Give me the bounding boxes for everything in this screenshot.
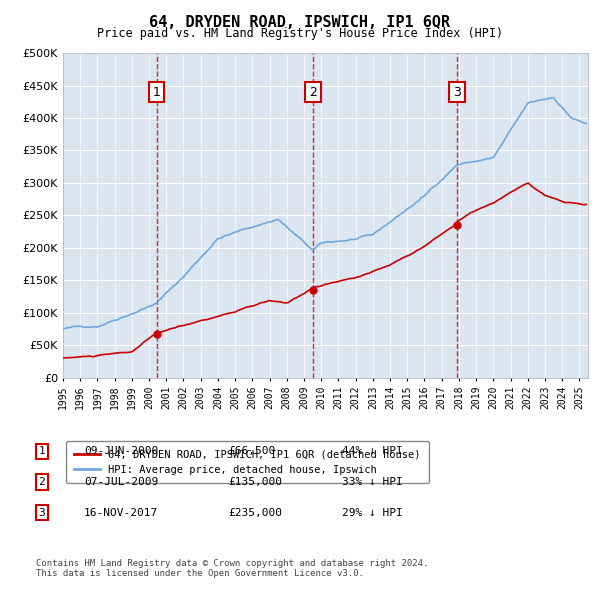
Text: 29% ↓ HPI: 29% ↓ HPI [342,508,403,517]
Text: 1: 1 [153,86,161,99]
Text: 09-JUN-2000: 09-JUN-2000 [84,447,158,456]
Text: 3: 3 [453,86,461,99]
Text: £135,000: £135,000 [228,477,282,487]
Text: 16-NOV-2017: 16-NOV-2017 [84,508,158,517]
Text: 1: 1 [38,447,46,456]
Text: 07-JUL-2009: 07-JUL-2009 [84,477,158,487]
Text: Contains HM Land Registry data © Crown copyright and database right 2024.
This d: Contains HM Land Registry data © Crown c… [36,559,428,578]
Text: £235,000: £235,000 [228,508,282,517]
Text: 33% ↓ HPI: 33% ↓ HPI [342,477,403,487]
Text: 2: 2 [38,477,46,487]
Text: 44% ↓ HPI: 44% ↓ HPI [342,447,403,456]
Text: 3: 3 [38,508,46,517]
Text: 64, DRYDEN ROAD, IPSWICH, IP1 6QR: 64, DRYDEN ROAD, IPSWICH, IP1 6QR [149,15,451,30]
Text: 2: 2 [309,86,317,99]
Legend: 64, DRYDEN ROAD, IPSWICH, IP1 6QR (detached house), HPI: Average price, detached: 64, DRYDEN ROAD, IPSWICH, IP1 6QR (detac… [65,441,429,483]
Text: £66,500: £66,500 [228,447,275,456]
Text: Price paid vs. HM Land Registry's House Price Index (HPI): Price paid vs. HM Land Registry's House … [97,27,503,40]
